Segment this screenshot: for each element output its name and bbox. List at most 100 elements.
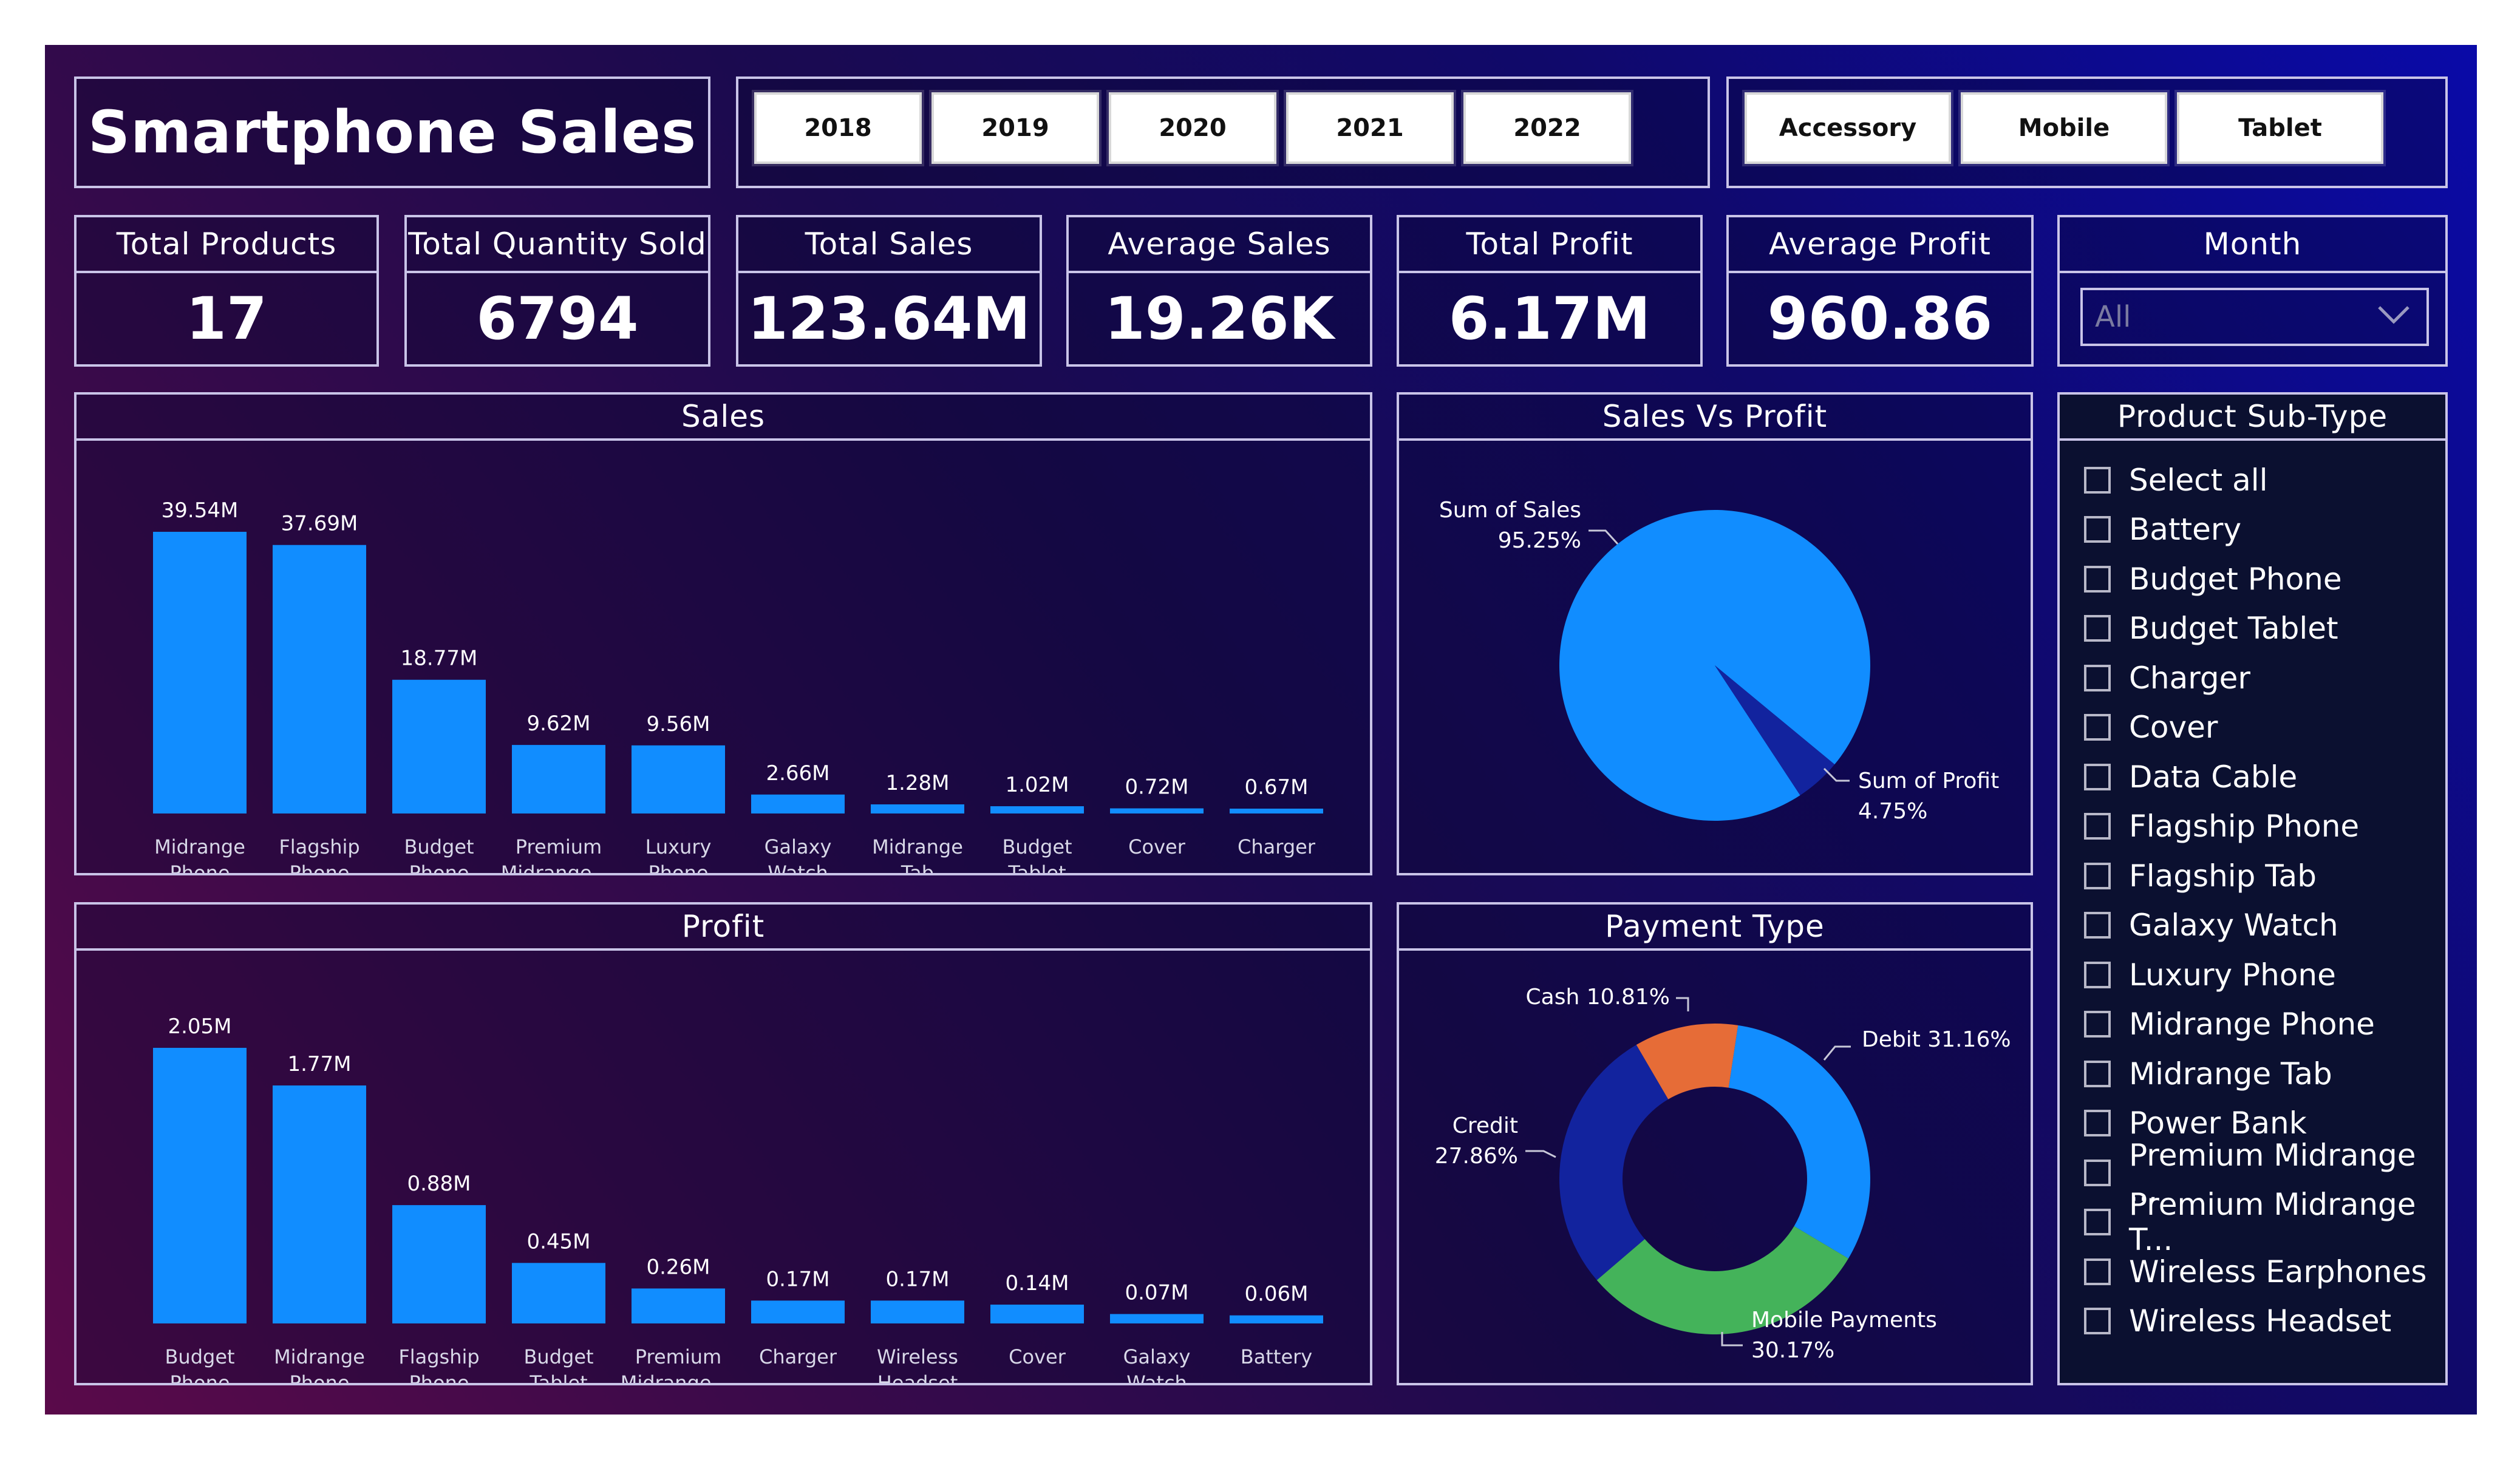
slicer-item[interactable]: Galaxy Watch <box>2084 901 2445 951</box>
leader-line <box>1721 1332 1743 1347</box>
category-label: Budget <box>165 1345 234 1368</box>
checkbox[interactable] <box>2084 912 2111 939</box>
checkbox[interactable] <box>2084 1159 2111 1186</box>
slicer-item[interactable]: Premium Midrange ... <box>2084 1138 2445 1208</box>
slicer-item[interactable]: Data Cable <box>2084 752 2445 802</box>
category-label: Phone <box>409 1371 469 1383</box>
kpi-value: 6794 <box>476 285 639 353</box>
checkbox[interactable] <box>2084 1209 2111 1236</box>
kpi-total-profit: Total Profit 6.17M <box>1397 215 1703 367</box>
slicer-item[interactable]: Wireless Headset <box>2084 1297 2445 1347</box>
kpi-value: 17 <box>186 285 267 353</box>
checkbox[interactable] <box>2084 1308 2111 1335</box>
checkbox[interactable] <box>2084 615 2111 642</box>
slicer-item[interactable]: Luxury Phone <box>2084 950 2445 1000</box>
leader-line <box>1823 767 1850 782</box>
year-button-2022[interactable]: 2022 <box>1463 92 1631 164</box>
page-title: Smartphone Sales <box>87 98 697 166</box>
slicer-item-label: Cover <box>2129 710 2218 745</box>
slice-percent-label: 4.75% <box>1858 799 1927 824</box>
kpi-label: Total Products <box>77 217 376 273</box>
category-label: Cover <box>1009 1345 1066 1368</box>
checkbox[interactable] <box>2084 565 2111 593</box>
data-label: 0.67M <box>1244 775 1308 800</box>
slicer-item-label: Premium Midrange ... <box>2129 1137 2416 1208</box>
bar <box>751 794 845 813</box>
slicer-item[interactable]: Budget Phone <box>2084 554 2445 604</box>
month-dropdown[interactable]: All <box>2080 288 2429 346</box>
category-label: Midrange ... <box>501 861 617 873</box>
category-label: Tab <box>901 861 934 873</box>
sales-vs-profit-title: Sales Vs Profit <box>1399 395 2031 441</box>
month-slicer: Month All <box>2057 215 2448 367</box>
bar <box>512 745 605 813</box>
profit-bar-chart: 2.05M Budget Phone 1.77M Midrange Phone 0.88M F… <box>153 1014 1323 1383</box>
slicer-item[interactable]: Battery <box>2084 505 2445 555</box>
payment-type-title: Payment Type <box>1399 905 2031 951</box>
profit-chart-title: Profit <box>77 905 1370 951</box>
sales-chart-title: Sales <box>77 395 1370 441</box>
kpi-total-sales: Total Sales 123.64M <box>736 215 1042 367</box>
slicer-item-label: Midrange Phone <box>2129 1007 2375 1042</box>
category-label: Cover <box>1128 835 1186 858</box>
category-label: Galaxy <box>765 835 832 858</box>
bar <box>871 1300 964 1323</box>
category-button-tablet[interactable]: Tablet <box>2177 92 2383 164</box>
bar <box>153 532 247 813</box>
year-button-2020[interactable]: 2020 <box>1109 92 1276 164</box>
slicer-item-label: Budget Phone <box>2129 561 2342 597</box>
slicer-item[interactable]: Midrange Phone <box>2084 1000 2445 1050</box>
slicer-item[interactable]: Cover <box>2084 703 2445 753</box>
category-button-mobile[interactable]: Mobile <box>1961 92 2167 164</box>
slice-label-cash: Cash 10.81% <box>1526 985 1670 1010</box>
category-filter: Accessory Mobile Tablet <box>1726 76 2448 188</box>
bar <box>1110 1314 1204 1323</box>
data-label: 9.56M <box>646 712 710 736</box>
checkbox[interactable] <box>2084 466 2111 494</box>
year-button-2019[interactable]: 2019 <box>931 92 1099 164</box>
slicer-item[interactable]: Wireless Earphones <box>2084 1247 2445 1297</box>
checkbox[interactable] <box>2084 862 2111 889</box>
checkbox[interactable] <box>2084 1110 2111 1137</box>
dashboard: Smartphone Sales 2018 2019 2020 2021 202… <box>45 45 2477 1415</box>
checkbox[interactable] <box>2084 714 2111 741</box>
slicer-item[interactable]: Flagship Phone <box>2084 802 2445 852</box>
slicer-title: Product Sub-Type <box>2060 395 2445 441</box>
sales-vs-profit-panel: Sales Vs Profit Sum of Sales 95.25% Sum of… <box>1397 392 2033 875</box>
slicer-item-label: Wireless Headset <box>2129 1303 2392 1339</box>
checkbox[interactable] <box>2084 813 2111 840</box>
bar <box>392 679 486 813</box>
checkbox[interactable] <box>2084 961 2111 988</box>
checkbox[interactable] <box>2084 763 2111 790</box>
category-label: Phone <box>409 861 469 873</box>
category-label: Phone <box>169 861 230 873</box>
category-button-accessory[interactable]: Accessory <box>1745 92 1951 164</box>
slicer-item[interactable]: Charger <box>2084 653 2445 703</box>
checkbox[interactable] <box>2084 1060 2111 1087</box>
title-panel: Smartphone Sales <box>74 76 710 188</box>
slicer-item[interactable]: Select all <box>2084 455 2445 505</box>
year-button-2021[interactable]: 2021 <box>1286 92 1454 164</box>
bar <box>1230 809 1323 813</box>
bar <box>632 745 725 813</box>
slicer-item[interactable]: Flagship Tab <box>2084 851 2445 901</box>
kpi-label: Total Sales <box>738 217 1040 273</box>
bar <box>512 1263 605 1323</box>
slicer-item-label: Flagship Tab <box>2129 858 2317 894</box>
checkbox[interactable] <box>2084 1011 2111 1038</box>
checkbox[interactable] <box>2084 1258 2111 1285</box>
checkbox[interactable] <box>2084 664 2111 691</box>
bar <box>1230 1315 1323 1323</box>
data-label: 1.77M <box>287 1052 351 1076</box>
category-label: Premium <box>516 835 602 858</box>
category-label: Budget <box>1002 835 1072 858</box>
category-label: Budget <box>404 835 474 858</box>
slicer-item[interactable]: Midrange Tab <box>2084 1049 2445 1099</box>
slicer-item[interactable]: Budget Tablet <box>2084 604 2445 654</box>
donut-slice <box>1728 1025 1870 1258</box>
slicer-item[interactable]: Power Bank <box>2084 1099 2445 1149</box>
slicer-item[interactable]: Premium Midrange T... <box>2084 1187 2445 1257</box>
category-label: Charger <box>1238 835 1316 858</box>
checkbox[interactable] <box>2084 516 2111 543</box>
year-button-2018[interactable]: 2018 <box>754 92 922 164</box>
